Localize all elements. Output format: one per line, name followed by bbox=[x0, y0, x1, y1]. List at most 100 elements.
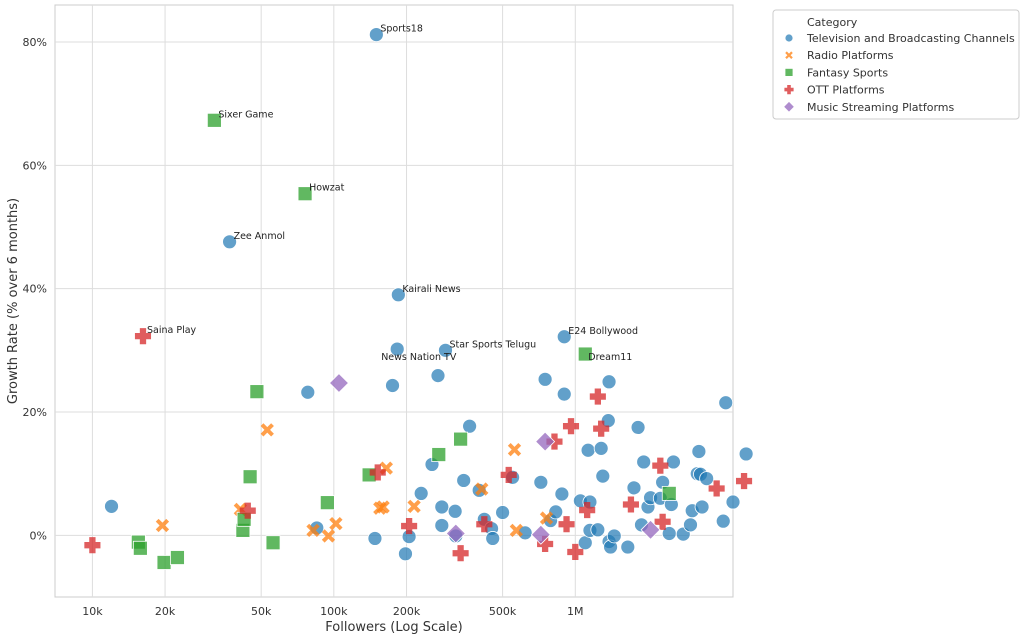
point-television-and-broadcasting-channels bbox=[537, 371, 553, 387]
y-tick-label: 0% bbox=[30, 529, 47, 542]
point-ott-platforms bbox=[652, 457, 669, 474]
point-radio-platforms bbox=[321, 529, 336, 543]
legend-items: Television and Broadcasting Channels Radi… bbox=[783, 32, 1015, 114]
legend-marker-radio-platforms bbox=[785, 51, 793, 59]
point-music-streaming-platforms bbox=[535, 431, 556, 452]
point-television-and-broadcasting-channels bbox=[630, 420, 646, 435]
point-television-and-broadcasting-channels bbox=[554, 486, 570, 502]
point-ott-platforms bbox=[558, 516, 575, 533]
series-television-and-broadcasting-channels bbox=[104, 27, 754, 562]
point-radio-platforms bbox=[306, 523, 320, 538]
point-ott-platforms bbox=[84, 537, 101, 554]
point-ott-platforms bbox=[134, 328, 152, 345]
point-television-and-broadcasting-channels bbox=[548, 504, 564, 520]
point-television-and-broadcasting-channels bbox=[390, 287, 406, 303]
point-radio-platforms bbox=[509, 523, 523, 538]
point-television-and-broadcasting-channels bbox=[398, 546, 413, 562]
point-ott-platforms bbox=[562, 418, 580, 435]
point-television-and-broadcasting-channels bbox=[580, 442, 596, 458]
point-fantasy-sports bbox=[319, 495, 335, 511]
annotation-label: Sixer Game bbox=[218, 109, 273, 120]
point-radio-platforms bbox=[475, 482, 489, 496]
point-television-and-broadcasting-channels bbox=[691, 444, 707, 459]
point-television-and-broadcasting-channels bbox=[367, 531, 383, 546]
point-television-and-broadcasting-channels bbox=[601, 374, 617, 390]
y-axis-ticks: 0% 20% 40% 60% 80% bbox=[23, 36, 47, 542]
x-tick-label: 1M bbox=[567, 605, 584, 618]
legend-label: Fantasy Sports bbox=[807, 66, 888, 79]
point-radio-platforms bbox=[539, 511, 554, 525]
x-axis-label: Followers (Log Scale) bbox=[325, 620, 463, 635]
point-fantasy-sports bbox=[132, 540, 148, 556]
annotation-label: Dream11 bbox=[588, 352, 632, 363]
point-fantasy-sports bbox=[577, 346, 593, 362]
point-music-streaming-platforms bbox=[640, 519, 661, 540]
point-television-and-broadcasting-channels bbox=[434, 499, 450, 515]
annotation-label: Sports18 bbox=[380, 24, 423, 35]
plot-area bbox=[54, 4, 734, 598]
point-television-and-broadcasting-channels bbox=[413, 485, 429, 501]
point-television-and-broadcasting-channels bbox=[577, 535, 593, 551]
y-axis-label: Growth Rate (% over 6 months) bbox=[6, 198, 21, 404]
point-television-and-broadcasting-channels bbox=[590, 522, 606, 538]
x-tick-label: 50k bbox=[251, 605, 272, 618]
point-television-and-broadcasting-channels bbox=[694, 499, 710, 515]
point-radio-platforms bbox=[260, 423, 274, 437]
series-fantasy-sports bbox=[130, 112, 677, 570]
y-tick-label: 80% bbox=[23, 36, 47, 49]
point-fantasy-sports bbox=[156, 555, 172, 570]
point-television-and-broadcasting-channels bbox=[593, 440, 609, 456]
x-axis-ticks: 10k 20k 50k 100k 200k 500k 1M bbox=[82, 605, 583, 618]
point-ott-platforms bbox=[622, 496, 639, 513]
point-ott-platforms bbox=[708, 480, 725, 497]
point-television-and-broadcasting-channels bbox=[368, 27, 384, 42]
point-television-and-broadcasting-channels bbox=[606, 528, 622, 544]
point-radio-platforms bbox=[376, 500, 390, 514]
point-fantasy-sports bbox=[249, 384, 265, 400]
point-television-and-broadcasting-channels bbox=[447, 503, 463, 519]
point-television-and-broadcasting-channels bbox=[556, 386, 572, 402]
annotation-label: Howzat bbox=[309, 183, 345, 194]
point-television-and-broadcasting-channels bbox=[495, 505, 511, 520]
point-music-streaming-platforms bbox=[530, 524, 551, 545]
point-ott-platforms bbox=[401, 518, 418, 535]
point-television-and-broadcasting-channels bbox=[620, 539, 636, 555]
point-ott-platforms bbox=[567, 543, 584, 561]
point-ott-platforms bbox=[537, 535, 554, 553]
point-music-streaming-platforms bbox=[328, 373, 349, 394]
point-fantasy-sports bbox=[297, 186, 313, 202]
x-tick-label: 100k bbox=[320, 605, 348, 618]
point-ott-platforms bbox=[452, 545, 469, 562]
point-television-and-broadcasting-channels bbox=[485, 531, 501, 546]
point-television-and-broadcasting-channels bbox=[738, 446, 754, 462]
x-tick-label: 500k bbox=[489, 605, 517, 618]
annotation-label: Saina Play bbox=[147, 325, 197, 336]
point-television-and-broadcasting-channels bbox=[438, 342, 453, 358]
point-television-and-broadcasting-channels bbox=[434, 518, 450, 533]
legend-label: Television and Broadcasting Channels bbox=[806, 32, 1015, 45]
x-tick-label: 200k bbox=[393, 605, 421, 618]
point-television-and-broadcasting-channels bbox=[462, 418, 478, 434]
annotation-label: Star Sports Telugu bbox=[449, 339, 536, 350]
point-television-and-broadcasting-channels bbox=[389, 341, 405, 357]
point-television-and-broadcasting-channels bbox=[626, 480, 642, 496]
series-music-streaming-platforms bbox=[328, 373, 661, 545]
point-television-and-broadcasting-channels bbox=[385, 378, 400, 393]
point-television-and-broadcasting-channels bbox=[104, 498, 119, 514]
point-fantasy-sports bbox=[170, 550, 185, 565]
legend-box bbox=[772, 9, 1020, 120]
point-fantasy-sports bbox=[431, 447, 447, 462]
point-ott-platforms bbox=[239, 502, 256, 519]
point-television-and-broadcasting-channels bbox=[430, 368, 446, 384]
legend-marker-fantasy-sports bbox=[784, 68, 794, 77]
point-fantasy-sports bbox=[265, 535, 281, 551]
point-ott-platforms bbox=[476, 516, 493, 533]
y-tick-label: 60% bbox=[23, 159, 47, 172]
point-ott-platforms bbox=[735, 473, 753, 490]
legend-label: Radio Platforms bbox=[807, 49, 894, 62]
point-television-and-broadcasting-channels bbox=[718, 395, 734, 411]
point-ott-platforms bbox=[593, 420, 610, 437]
legend-label: OTT Platforms bbox=[807, 84, 885, 97]
point-fantasy-sports bbox=[453, 431, 469, 447]
